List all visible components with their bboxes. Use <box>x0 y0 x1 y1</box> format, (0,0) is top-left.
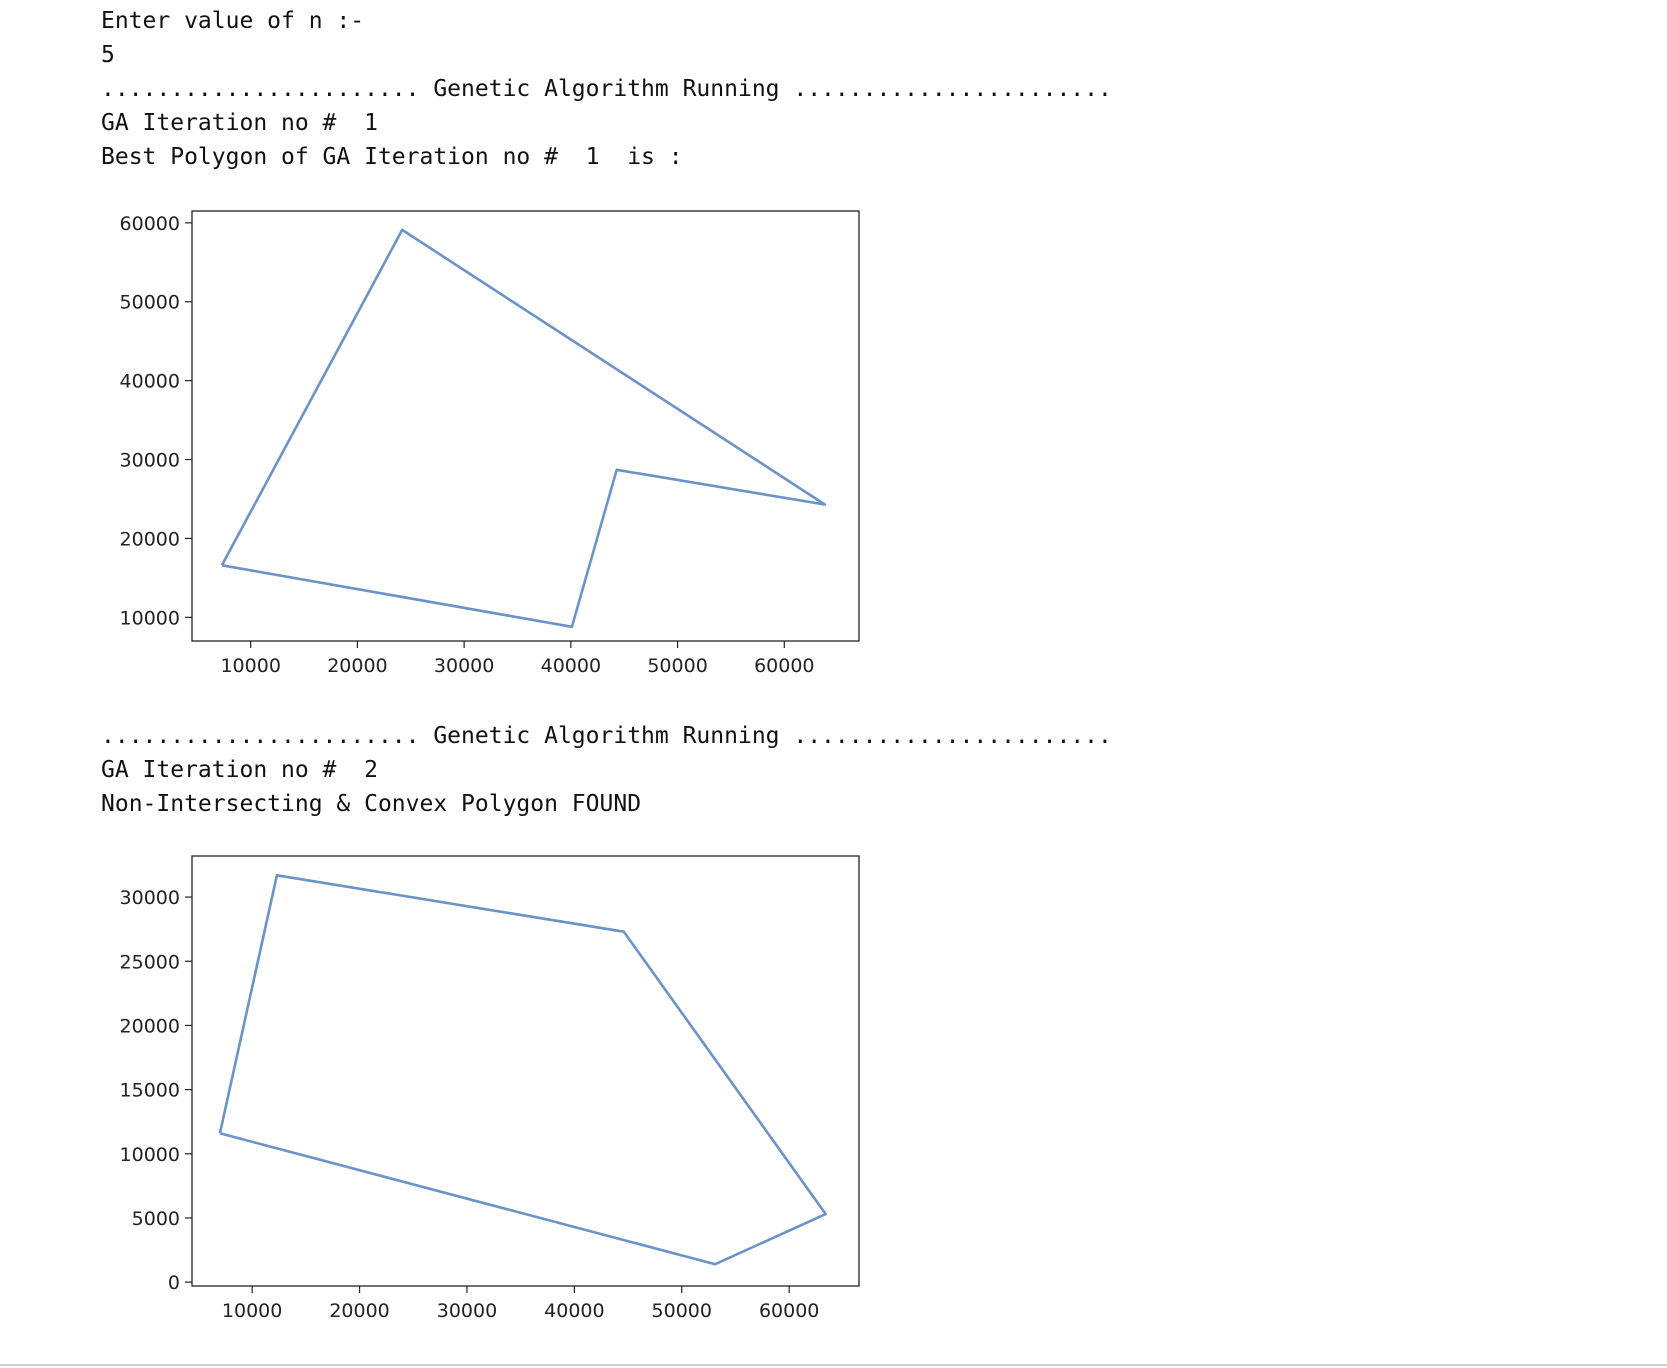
polygon-chart-1: 10000 20000 30000 40000 50000 60000 10000 20000… <box>120 210 860 677</box>
x-tick-label: 50000 <box>652 1300 712 1322</box>
y-tick-label: 30000 <box>120 450 180 472</box>
ga-iteration-line-2: GA Iteration no # 2 <box>101 757 378 783</box>
ga-running-line-2: ....................... Genetic Algorith… <box>101 723 1112 749</box>
x-tick-label: 50000 <box>647 655 707 677</box>
plot-frame <box>191 210 860 642</box>
x-tick-label: 20000 <box>329 1300 389 1322</box>
y-tick-label: 20000 <box>120 528 180 550</box>
x-tick-label: 30000 <box>434 655 494 677</box>
polygon-chart-2: 10000 20000 30000 40000 50000 60000 0 5000 10000… <box>120 855 860 1322</box>
y-tick-label: 20000 <box>120 1015 180 1037</box>
x-tick-label: 20000 <box>327 655 387 677</box>
x-tick-label: 60000 <box>759 1300 819 1322</box>
cell-divider <box>0 1364 1667 1366</box>
x-tick-label: 60000 <box>754 655 814 677</box>
y-tick-label: 15000 <box>120 1080 180 1102</box>
ga-running-line-1: ....................... Genetic Algorith… <box>101 76 1112 102</box>
x-tick-label: 30000 <box>437 1300 497 1322</box>
polygon-series-line <box>220 228 827 629</box>
y-tick-label: 10000 <box>120 1144 180 1166</box>
plot-frame <box>191 855 860 1287</box>
y-tick-label: 40000 <box>120 371 180 393</box>
y-tick-label: 60000 <box>120 213 180 235</box>
y-tick-label: 10000 <box>120 607 180 629</box>
x-tick-label: 40000 <box>541 655 601 677</box>
y-tick-label: 25000 <box>120 951 180 973</box>
input-value: 5 <box>101 42 115 68</box>
x-tick-label: 40000 <box>544 1300 604 1322</box>
ga-iteration-line-1: GA Iteration no # 1 <box>101 110 378 136</box>
x-tick-label: 10000 <box>222 1300 282 1322</box>
found-polygon-line-2: Non-Intersecting & Convex Polygon FOUND <box>101 791 642 817</box>
y-tick-label: 50000 <box>120 292 180 314</box>
y-tick-label: 0 <box>168 1272 180 1294</box>
best-polygon-line-1: Best Polygon of GA Iteration no # 1 is : <box>101 144 683 170</box>
y-tick-label: 30000 <box>120 887 180 909</box>
input-prompt: Enter value of n :- <box>101 8 365 34</box>
y-tick-label: 5000 <box>132 1208 180 1230</box>
x-tick-label: 10000 <box>220 655 280 677</box>
polygon-series-line <box>218 873 828 1266</box>
